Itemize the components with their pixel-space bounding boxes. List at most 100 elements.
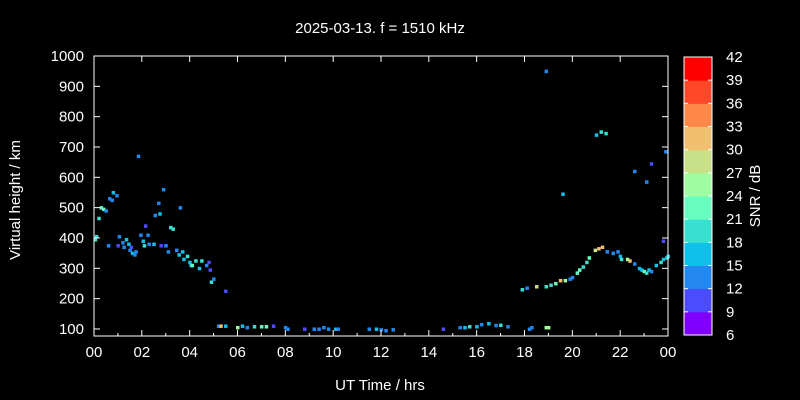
data-point <box>158 212 162 216</box>
data-point <box>554 281 558 286</box>
data-point <box>99 206 104 210</box>
data-point <box>190 263 195 268</box>
data-point <box>271 324 276 328</box>
data-point <box>178 206 183 210</box>
data-points <box>93 69 670 333</box>
data-point <box>141 239 146 244</box>
data-point <box>122 245 126 250</box>
colorbar-tick-label: 33 <box>726 119 743 136</box>
data-point <box>153 213 157 218</box>
y-tick-label: 1000 <box>51 48 84 65</box>
colorbar-band <box>684 311 712 336</box>
data-point <box>549 283 553 287</box>
data-point <box>384 328 388 333</box>
colorbar-band <box>684 172 712 197</box>
data-point <box>637 266 642 271</box>
data-point <box>585 260 589 265</box>
data-point <box>152 242 156 247</box>
data-point <box>664 150 668 154</box>
data-point <box>166 250 171 254</box>
colorbar-band <box>684 80 712 104</box>
data-point <box>506 325 510 329</box>
colorbar-tick-label: 9 <box>726 304 734 321</box>
data-point <box>593 248 598 253</box>
data-point <box>134 250 138 254</box>
data-point <box>475 325 479 329</box>
data-point <box>633 262 637 266</box>
axes: 00 02 04 06 08 10 12 14 16 18 20 22 0010020030040050… <box>51 48 677 361</box>
data-point <box>494 323 498 328</box>
data-point <box>115 194 119 198</box>
colorbar-band <box>684 288 712 313</box>
data-point <box>379 328 383 332</box>
data-point <box>661 239 666 244</box>
data-point <box>209 280 214 284</box>
colorbar-tick-label: 21 <box>726 211 743 228</box>
data-point <box>212 277 216 281</box>
data-point <box>171 227 175 231</box>
plot-frame <box>93 55 669 337</box>
y-tick-label: 300 <box>59 260 84 277</box>
data-point <box>143 224 148 228</box>
data-point <box>146 233 150 237</box>
data-point <box>499 323 503 328</box>
data-point <box>110 198 114 203</box>
colorbar-band <box>684 149 712 174</box>
data-point <box>544 285 549 289</box>
data-point <box>200 259 204 263</box>
data-point <box>625 257 630 262</box>
y-tick-label: 600 <box>59 169 84 186</box>
data-point <box>633 169 637 174</box>
data-point <box>252 325 257 329</box>
x-tick-label: 08 <box>277 344 294 361</box>
data-point <box>240 324 245 328</box>
colorbar-tick-label: 42 <box>726 49 743 66</box>
data-point <box>575 271 580 275</box>
data-point <box>561 192 565 197</box>
x-tick-label: 04 <box>181 344 198 361</box>
data-point <box>169 225 173 230</box>
data-point <box>479 322 484 327</box>
data-point <box>326 327 331 331</box>
colorbar-tick-label: 36 <box>726 95 743 112</box>
colorbar-band <box>684 57 712 81</box>
data-point <box>157 201 161 206</box>
data-point <box>563 278 568 283</box>
data-point <box>116 244 120 248</box>
data-point <box>139 233 143 237</box>
data-point <box>616 250 620 254</box>
data-point <box>161 187 166 192</box>
data-point <box>180 250 185 254</box>
data-point <box>587 256 592 260</box>
data-point <box>619 257 624 262</box>
data-point <box>185 254 190 259</box>
data-point <box>164 244 168 248</box>
data-point <box>530 325 534 330</box>
data-point <box>102 207 106 212</box>
data-point <box>130 251 135 256</box>
colorbar-band <box>684 196 712 220</box>
data-point <box>224 324 228 328</box>
data-point <box>283 325 288 330</box>
data-point <box>127 242 131 247</box>
data-point <box>93 237 98 242</box>
x-axis-label: UT Time / hrs <box>335 377 425 394</box>
data-point <box>264 325 269 329</box>
colorbar-tick-label: 24 <box>726 188 743 205</box>
data-point <box>236 325 240 330</box>
data-point <box>159 244 163 248</box>
data-point <box>644 271 649 275</box>
y-axis-label: Virtual height / km <box>7 140 24 260</box>
data-point <box>628 259 632 263</box>
data-point <box>97 216 101 221</box>
data-point <box>175 248 179 253</box>
data-point <box>104 209 108 213</box>
data-point <box>611 251 615 256</box>
data-point <box>302 327 307 331</box>
x-tick-label: 22 <box>612 344 629 361</box>
data-point <box>527 327 532 331</box>
data-point <box>618 254 623 259</box>
data-point <box>136 154 141 159</box>
x-tick-label: 00 <box>660 344 677 361</box>
